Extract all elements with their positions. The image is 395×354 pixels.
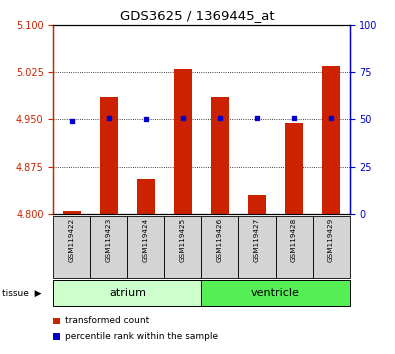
Text: GDS3625 / 1369445_at: GDS3625 / 1369445_at (120, 9, 275, 22)
Bar (62, 211, 81, 214)
Bar (322, 66, 340, 214)
Bar (285, 122, 303, 214)
Text: tissue  ▶: tissue ▶ (2, 289, 41, 297)
Text: GSM119428: GSM119428 (291, 218, 297, 262)
Text: ventricle: ventricle (251, 288, 300, 298)
Text: percentile rank within the sample: percentile rank within the sample (65, 332, 218, 341)
Text: GSM119422: GSM119422 (69, 218, 75, 262)
Bar (211, 97, 229, 214)
Text: GSM119424: GSM119424 (143, 218, 149, 262)
Text: GSM119423: GSM119423 (106, 218, 112, 262)
Text: GSM119426: GSM119426 (217, 218, 223, 262)
Bar (137, 179, 155, 214)
Bar (174, 69, 192, 214)
Bar (248, 195, 266, 214)
Text: GSM119429: GSM119429 (328, 218, 334, 262)
Text: GSM119427: GSM119427 (254, 218, 260, 262)
Text: atrium: atrium (109, 288, 146, 298)
Text: GSM119425: GSM119425 (180, 218, 186, 262)
Bar (100, 97, 118, 214)
Text: transformed count: transformed count (65, 316, 149, 325)
